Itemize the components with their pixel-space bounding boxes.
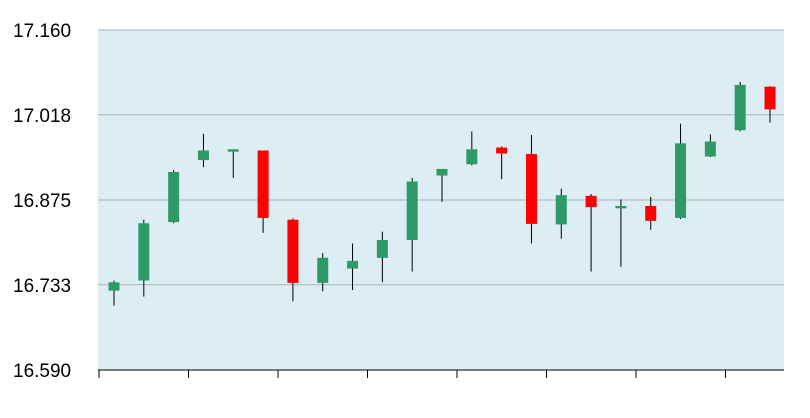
candle-body-up [675,143,687,218]
candle [585,194,597,272]
y-tick-label: 17.018 [13,106,71,127]
candle-body-down [287,219,299,283]
candle-body-up [466,149,478,165]
candles [108,81,776,306]
candle [764,86,776,123]
candle [675,123,687,220]
candle [168,170,180,224]
candle [197,133,209,168]
candle-body-up [347,260,359,269]
candle-body-up [108,282,120,291]
candle [645,197,657,230]
candle [138,219,150,297]
candle [227,149,239,178]
candle-body-down [585,195,597,208]
candle-body-up [615,205,627,209]
candle [108,280,120,306]
candle-body-down [645,205,657,221]
candle [496,146,508,180]
candle [257,150,269,233]
candle-body-down [764,86,776,110]
candle-body-up [436,168,448,176]
candle-body-up [168,171,180,223]
candle-body-up [197,150,209,161]
gridlines [98,29,784,371]
candle [347,243,359,291]
candle [287,218,299,302]
candle [615,199,627,267]
y-tick-label: 16.875 [13,191,71,212]
candle [317,253,329,292]
candle [525,134,537,244]
y-tick-label: 16.733 [13,276,71,297]
candle-body-up [376,239,388,258]
candle [406,177,418,272]
y-axis-labels: 17.160 17.018 16.875 16.733 16.590 [13,21,71,382]
candle-body-down [525,154,537,224]
candle [436,168,448,202]
candle-body-up [138,223,150,281]
candle-body-up [734,84,746,131]
candle-body-up [406,181,418,240]
candle-body-up [704,141,716,157]
candle-body-down [496,147,508,154]
candle [704,134,716,158]
candle-body-up [555,195,567,225]
y-tick-label: 16.590 [13,361,71,382]
candle-body-down [257,150,269,218]
candle-body-up [317,257,329,283]
candle [734,81,746,132]
y-tick-label: 17.160 [13,21,71,42]
candle [376,231,388,283]
candle [555,188,567,239]
candle-body-up [227,149,239,152]
x-axis [98,369,784,378]
candle [466,131,478,166]
